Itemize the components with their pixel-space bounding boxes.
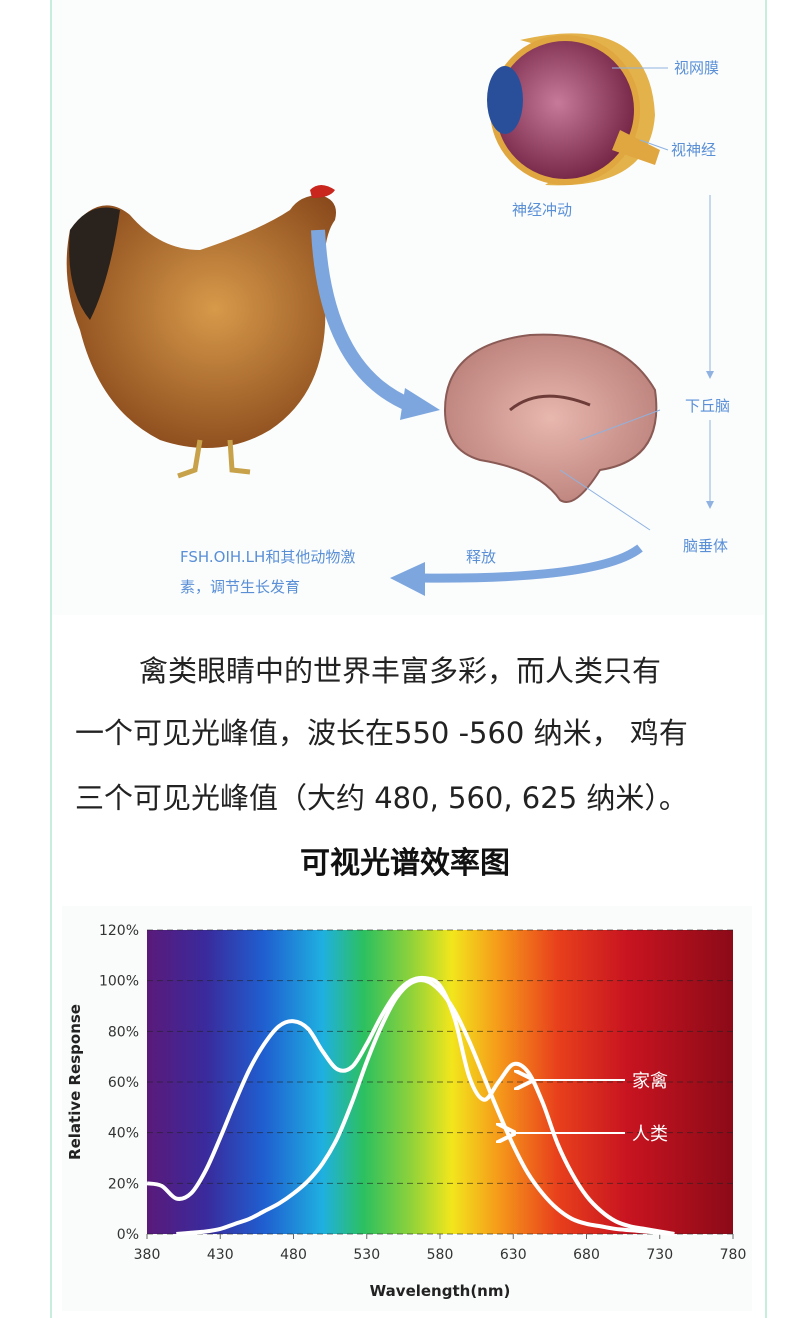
paragraph-line: 禽类眼睛中的世界丰富多彩，而人类只有 — [139, 654, 662, 688]
y-axis-label: Relative Response — [66, 1004, 84, 1160]
series-line — [176, 978, 675, 1236]
x-tick-label: 430 — [207, 1247, 234, 1263]
chart-title: 可视光谱效率图 — [300, 846, 510, 881]
legend-label: 人类 — [632, 1124, 668, 1145]
arrowhead — [400, 388, 440, 420]
label: 素，调节生长发育 — [180, 578, 300, 596]
y-tick-label: 100% — [99, 974, 139, 990]
x-axis-label: Wavelength(nm) — [370, 1282, 511, 1300]
x-tick-label: 730 — [646, 1247, 673, 1263]
y-tick-label: 60% — [108, 1075, 139, 1091]
x-tick-label: 630 — [500, 1247, 527, 1263]
label: 下丘脑 — [685, 397, 730, 415]
label: 视神经 — [671, 141, 716, 159]
chart: Wavelength(nm) Relative Response 0% 20% 40… — [62, 906, 752, 1311]
brain — [443, 333, 658, 503]
label: 视网膜 — [674, 59, 719, 77]
leader — [579, 409, 661, 441]
x-tick-label: 680 — [573, 1247, 600, 1263]
paragraph-line: 三个可见光峰值（大约 480, 560, 625 纳米）。 — [75, 781, 688, 815]
x-tick-label: 530 — [353, 1247, 380, 1263]
legend-label: 家禽 — [632, 1071, 668, 1092]
eye — [487, 33, 660, 186]
leader — [559, 469, 651, 531]
paragraph-line: 一个可见光峰值，波长在550 -560 纳米， 鸡有 — [75, 716, 688, 750]
label: FSH.OIH.LH和其他动物激 — [180, 548, 355, 566]
diagram: 视网膜 视神经 神经冲动 下丘脑 脑垂体 释放 FSH.OIH.LH和其他动物激… — [52, 0, 764, 615]
x-tick-label: 580 — [427, 1247, 454, 1263]
y-tick-label: 80% — [108, 1024, 139, 1040]
x-tick-label: 780 — [720, 1247, 747, 1263]
x-tick-label: 480 — [280, 1247, 307, 1263]
label: 脑垂体 — [683, 537, 728, 555]
y-tick-label: 20% — [108, 1176, 139, 1192]
y-tick-label: 120% — [99, 923, 139, 939]
label: 神经冲动 — [512, 201, 572, 219]
y-tick-label: 0% — [117, 1227, 139, 1243]
flow-arrow — [311, 229, 413, 412]
hen — [66, 185, 337, 479]
arrowhead — [390, 562, 425, 596]
border — [50, 0, 52, 1318]
x-tick-label: 380 — [134, 1247, 161, 1263]
label: 释放 — [466, 548, 496, 566]
series-line — [146, 975, 675, 1236]
leader — [639, 139, 669, 151]
flow-arrow — [419, 544, 643, 583]
y-tick-label: 40% — [108, 1126, 139, 1142]
border — [765, 0, 767, 1318]
